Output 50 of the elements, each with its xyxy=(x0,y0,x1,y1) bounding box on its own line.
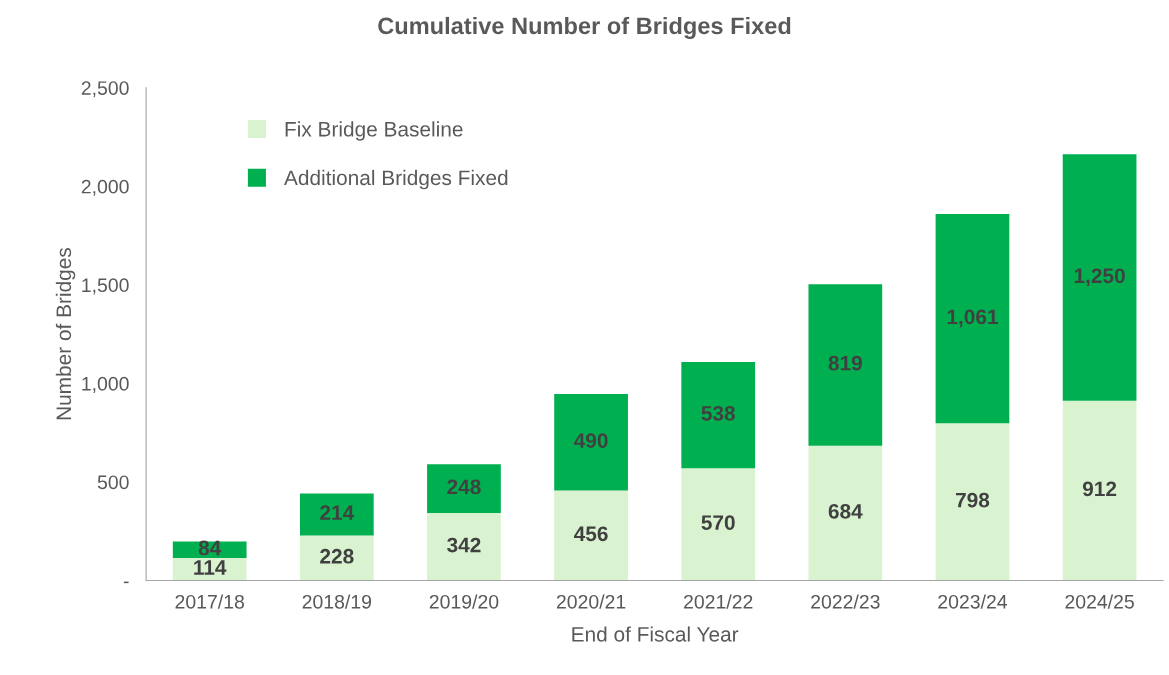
x-tick-label: 2017/18 xyxy=(175,594,244,609)
data-label: 248 xyxy=(447,479,481,495)
bar xyxy=(808,445,883,581)
bar xyxy=(935,214,1010,424)
bar xyxy=(1062,154,1137,401)
y-tick-label: 1,500 xyxy=(82,278,129,295)
chart-title: Cumulative Number of Bridges Fixed xyxy=(378,16,791,39)
data-label: 84 xyxy=(198,540,222,556)
bar xyxy=(427,513,501,581)
bar xyxy=(299,493,374,536)
x-tick-label: 2020/21 xyxy=(556,594,626,609)
x-tick-label: 2024/25 xyxy=(1065,594,1134,609)
bar xyxy=(935,423,1010,581)
bar xyxy=(172,541,247,559)
bar xyxy=(681,468,756,581)
data-label: 1,250 xyxy=(1074,268,1125,287)
data-label: 114 xyxy=(194,560,227,575)
data-label: 456 xyxy=(574,526,608,542)
data-label: 342 xyxy=(447,537,481,553)
data-label: 819 xyxy=(828,355,862,371)
y-tick-label: 500 xyxy=(97,475,129,490)
x-tick-label: 2021/22 xyxy=(684,594,753,609)
data-label: 570 xyxy=(701,515,735,530)
y-tick-label: 2,500 xyxy=(81,81,129,98)
data-label: 1,061 xyxy=(947,309,998,328)
legend-label: Fix Bridge Baseline xyxy=(285,121,463,141)
x-tick-label: 2023/24 xyxy=(938,594,1008,609)
data-label: 912 xyxy=(1082,481,1117,497)
x-tick-label: 2018/19 xyxy=(302,594,372,609)
data-label: 214 xyxy=(320,505,355,520)
data-label: 538 xyxy=(701,405,735,421)
bar xyxy=(554,394,628,491)
bar xyxy=(554,490,628,581)
y-tick-label: 1,000 xyxy=(82,376,129,393)
bar xyxy=(808,284,883,446)
x-tick-label: 2022/23 xyxy=(811,594,880,609)
x-axis-title: End of Fiscal Year xyxy=(572,626,739,642)
data-label: 490 xyxy=(574,433,608,448)
y-tick-label: - xyxy=(123,581,129,584)
bar xyxy=(681,362,756,469)
bar xyxy=(427,464,501,514)
data-label: 228 xyxy=(320,548,354,564)
bar xyxy=(1062,400,1137,581)
data-label: 684 xyxy=(828,503,863,519)
bar xyxy=(299,535,374,581)
data-label: 798 xyxy=(955,492,990,508)
y-axis-title: Number of Bridges xyxy=(55,248,76,420)
legend-label: Additional Bridges Fixed xyxy=(284,169,508,190)
x-tick-label: 2019/20 xyxy=(429,594,499,609)
y-tick-label: 2,000 xyxy=(81,179,129,196)
